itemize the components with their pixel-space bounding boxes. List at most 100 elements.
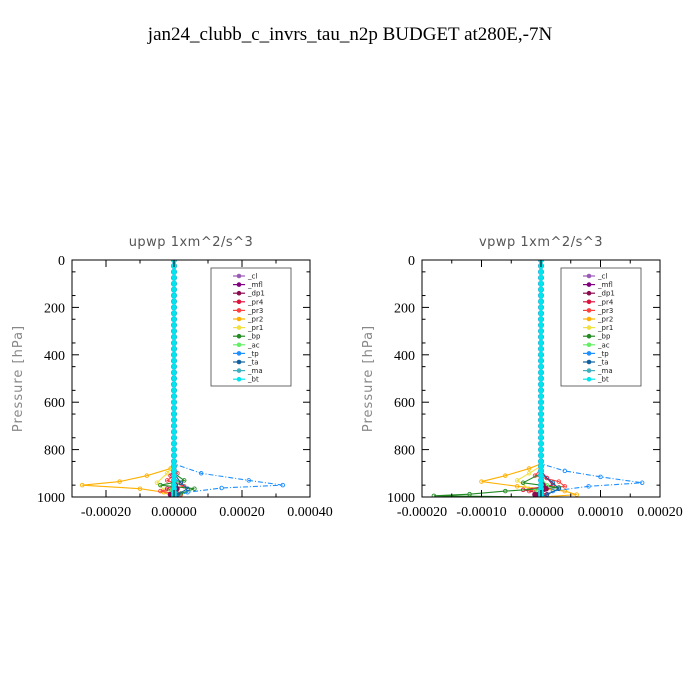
series-point-bt <box>171 269 177 275</box>
series-point-bt <box>538 286 544 293</box>
legend-box <box>560 267 642 387</box>
series-point-bt <box>538 369 544 376</box>
legend-swatch-marker <box>236 351 242 356</box>
series-point-bt <box>171 387 177 394</box>
series-point-bt <box>171 346 177 352</box>
series-point-bt <box>538 304 544 311</box>
series-point-bt <box>171 369 177 376</box>
legend-swatch-marker <box>236 376 242 382</box>
legend-swatch-marker <box>586 376 592 382</box>
series-group <box>79 260 286 497</box>
series-point-bt <box>171 417 177 423</box>
legend-entry-label: _pr1 <box>597 324 613 332</box>
series-point-bt <box>171 340 177 346</box>
series-point-bt <box>538 292 544 299</box>
series-line-tp <box>173 260 283 497</box>
legend-swatch-marker <box>586 299 592 305</box>
legend-entry-label: _ta <box>247 359 259 367</box>
y-tick-label: 600 <box>44 396 65 411</box>
series-point-bt <box>171 423 177 429</box>
series-point-ta <box>550 480 556 486</box>
legend-entry-label: _bp <box>247 333 261 341</box>
legend-entry-label: _ta <box>597 359 609 367</box>
series-point-bt <box>538 428 544 435</box>
y-tick-label: 1000 <box>387 491 415 506</box>
series-point-pr2 <box>503 473 508 478</box>
series-point-pr2 <box>526 466 532 471</box>
chart-panel-vpwp: vpwp 1xm^2/s^3 Pressure [hPa] 0 200 400 600 80… <box>361 235 683 520</box>
legend-entry-label: _pr3 <box>597 307 613 315</box>
series-point-pr2 <box>137 486 143 491</box>
series-point-bt <box>171 363 177 370</box>
series-point-bp <box>520 480 526 486</box>
series-point-dp1 <box>532 491 538 497</box>
series-point-dp1 <box>543 485 549 492</box>
legend-entry-label: _tp <box>247 350 259 358</box>
legend-entry-label: _ma <box>247 367 263 375</box>
series-point-bt <box>538 381 544 388</box>
plot-frame <box>71 259 311 498</box>
y-tick-label: 400 <box>394 349 415 364</box>
series-point-bt <box>538 452 544 459</box>
series-point-bt <box>171 452 177 459</box>
series-point-bt <box>538 269 544 275</box>
legend: _cl_mfl_dp1_pr4_pr3_pr2_pr1_bp_ac_tp_ta_… <box>560 267 642 387</box>
series-point-bp <box>181 478 187 483</box>
series-point-bt <box>538 375 544 382</box>
series-point-bt <box>538 472 544 479</box>
legend-entry-label: _cl <box>597 273 607 281</box>
legend-swatch-marker <box>586 282 592 287</box>
series-point-tp <box>598 474 603 480</box>
x-tick-label: -0.00020 <box>81 505 131 520</box>
series-point-pr3 <box>164 478 170 483</box>
series-point-tp <box>219 485 224 491</box>
legend-entry-label: _pr2 <box>597 316 613 324</box>
series-point-bt <box>538 393 544 400</box>
series-point-bt <box>171 446 177 453</box>
series-point-bt <box>171 357 177 364</box>
series-point-bt <box>171 381 177 388</box>
legend: _cl_mfl_dp1_pr4_pr3_pr2_pr1_bp_ac_tp_ta_… <box>210 267 292 387</box>
panel-title: vpwp 1xm^2/s^3 <box>479 235 603 250</box>
legend-entry-label: _mfl <box>247 281 263 289</box>
series-point-bt <box>538 334 544 340</box>
series-point-bt <box>171 322 177 329</box>
legend-swatch-marker <box>236 282 242 287</box>
series-point-bt <box>538 310 544 317</box>
y-tick-label: 400 <box>44 349 65 364</box>
series-point-bt <box>171 405 177 411</box>
legend-swatch-marker <box>236 299 242 305</box>
legend-swatch-marker <box>586 308 592 313</box>
series-point-pr1 <box>526 471 532 476</box>
series-point-bt <box>171 434 177 441</box>
legend-entry-label: _ma <box>597 367 613 375</box>
series-point-tp <box>562 468 568 474</box>
series-point-bt <box>538 346 544 352</box>
legend-swatch-marker <box>586 351 592 356</box>
series-point-pr2 <box>479 479 484 484</box>
series-point-tp <box>246 478 252 483</box>
legend-swatch-marker <box>236 316 242 322</box>
legend-entry-label: _mfl <box>597 281 613 289</box>
legend-entry-label: _pr2 <box>247 316 263 324</box>
series-point-bp <box>192 486 197 491</box>
series-point-bt <box>171 393 177 400</box>
y-axis-label: Pressure [hPa] <box>361 325 376 432</box>
y-tick-label: 200 <box>44 301 65 316</box>
legend-swatch-marker <box>236 308 242 313</box>
series-point-pr2 <box>79 482 85 488</box>
legend-swatch-marker <box>586 359 592 365</box>
y-tick-label: 0 <box>58 254 65 269</box>
series-point-bt <box>538 446 544 453</box>
series-point-bt <box>538 316 544 323</box>
series-point-bt <box>171 375 177 382</box>
series-point-bt <box>171 399 177 406</box>
series-point-pr1 <box>154 480 160 486</box>
legend-swatch-marker <box>586 290 592 296</box>
series-point-bt <box>538 423 544 429</box>
panel-title: upwp 1xm^2/s^3 <box>129 235 254 250</box>
x-tick-label: 0.00000 <box>518 505 564 520</box>
series-point-pr2 <box>514 484 520 489</box>
series-point-bt <box>171 477 177 484</box>
